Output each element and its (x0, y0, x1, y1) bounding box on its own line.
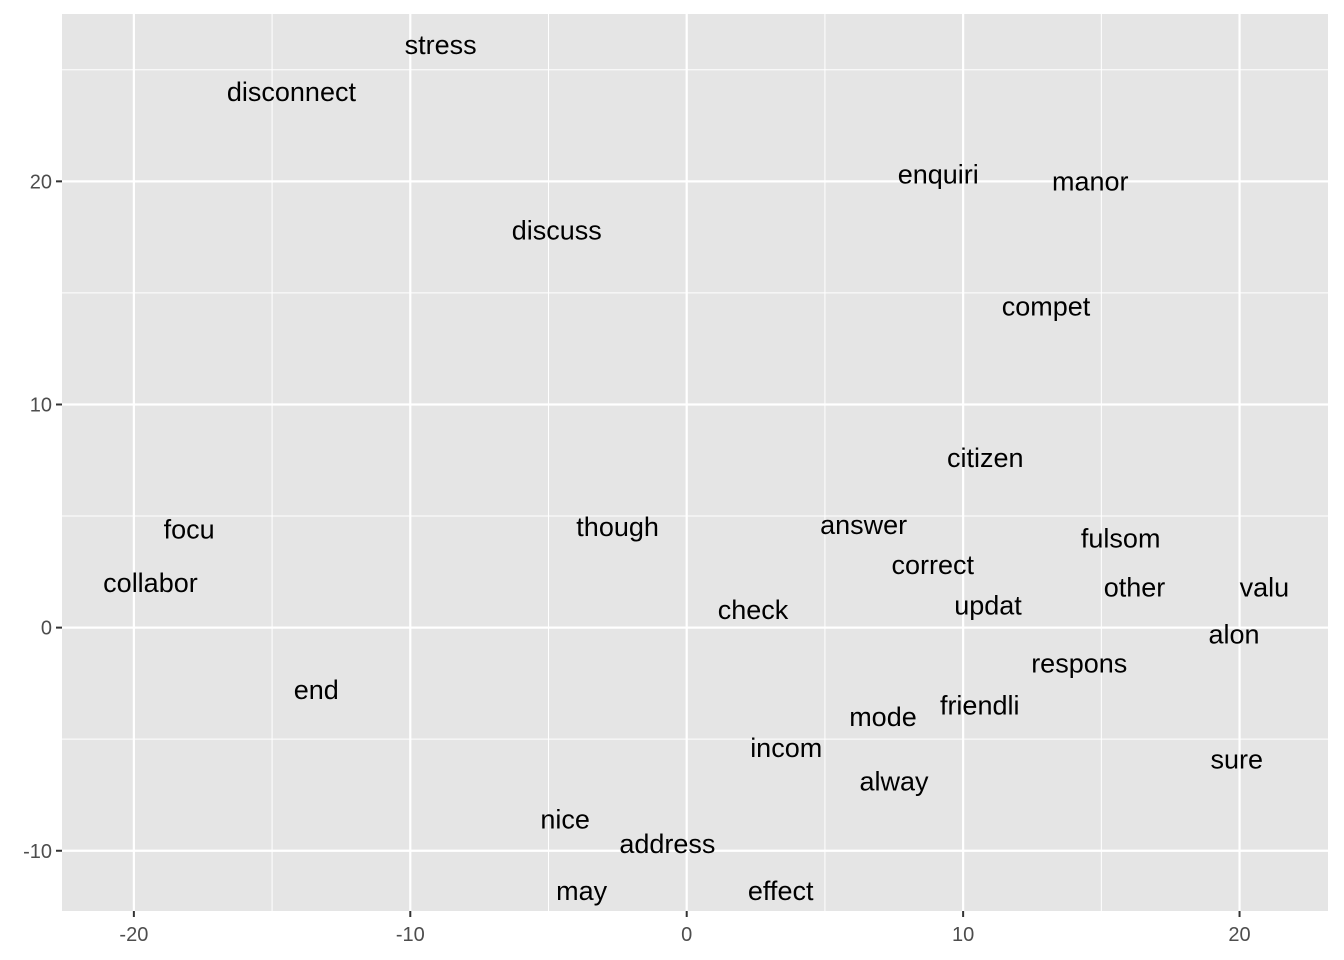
word-label-alon: alon (1208, 619, 1259, 649)
word-label-other: other (1104, 572, 1166, 602)
word-label-fulsom: fulsom (1081, 523, 1161, 553)
word-label-address: address (619, 829, 715, 859)
y-axis: -10 0 10 20 (23, 171, 62, 863)
minor-gridlines (62, 14, 1328, 911)
x-tick-label: 20 (1228, 924, 1250, 946)
word-label-nice: nice (540, 805, 590, 835)
word-label-end: end (294, 675, 339, 705)
x-tick-label: -10 (396, 924, 425, 946)
word-label-focu: focu (164, 514, 215, 544)
word-label-answer: answer (820, 510, 907, 540)
word-label-collabor: collabor (103, 568, 198, 598)
word-label-disconnect: disconnect (227, 77, 357, 107)
word-label-enquiri: enquiri (898, 160, 979, 190)
word-label-updat: updat (954, 590, 1022, 620)
word-label-compet: compet (1002, 291, 1091, 321)
word-label-incom: incom (750, 733, 822, 763)
word-label-effect: effect (748, 876, 814, 906)
word-label-discuss: discuss (512, 215, 602, 245)
word-label-sure: sure (1211, 744, 1264, 774)
y-tick-label: 0 (41, 618, 52, 640)
x-tick-label: 10 (952, 924, 974, 946)
x-axis: -20 -10 0 10 20 (119, 911, 1251, 946)
word-label-citizen: citizen (947, 443, 1024, 473)
word-labels: stress disconnect discuss enquiri manor compe… (103, 30, 1289, 906)
y-tick-label: 10 (30, 394, 52, 416)
word-label-valu: valu (1240, 572, 1290, 602)
word-label-alway: alway (860, 767, 930, 797)
x-tick-label: -20 (119, 924, 148, 946)
word-label-mode: mode (849, 702, 917, 732)
word-label-respons: respons (1031, 648, 1127, 678)
plot-panel (62, 14, 1328, 911)
word-label-may: may (556, 876, 608, 906)
word-label-manor: manor (1052, 166, 1129, 196)
word-label-correct: correct (891, 550, 974, 580)
x-tick-label: 0 (681, 924, 692, 946)
y-tick-label: -10 (23, 841, 52, 863)
word-label-though: though (576, 512, 659, 542)
word-label-stress: stress (405, 30, 477, 60)
word-label-friendli: friendli (940, 691, 1020, 721)
word-label-check: check (718, 595, 789, 625)
y-tick-label: 20 (30, 171, 52, 193)
major-gridlines (62, 14, 1328, 911)
